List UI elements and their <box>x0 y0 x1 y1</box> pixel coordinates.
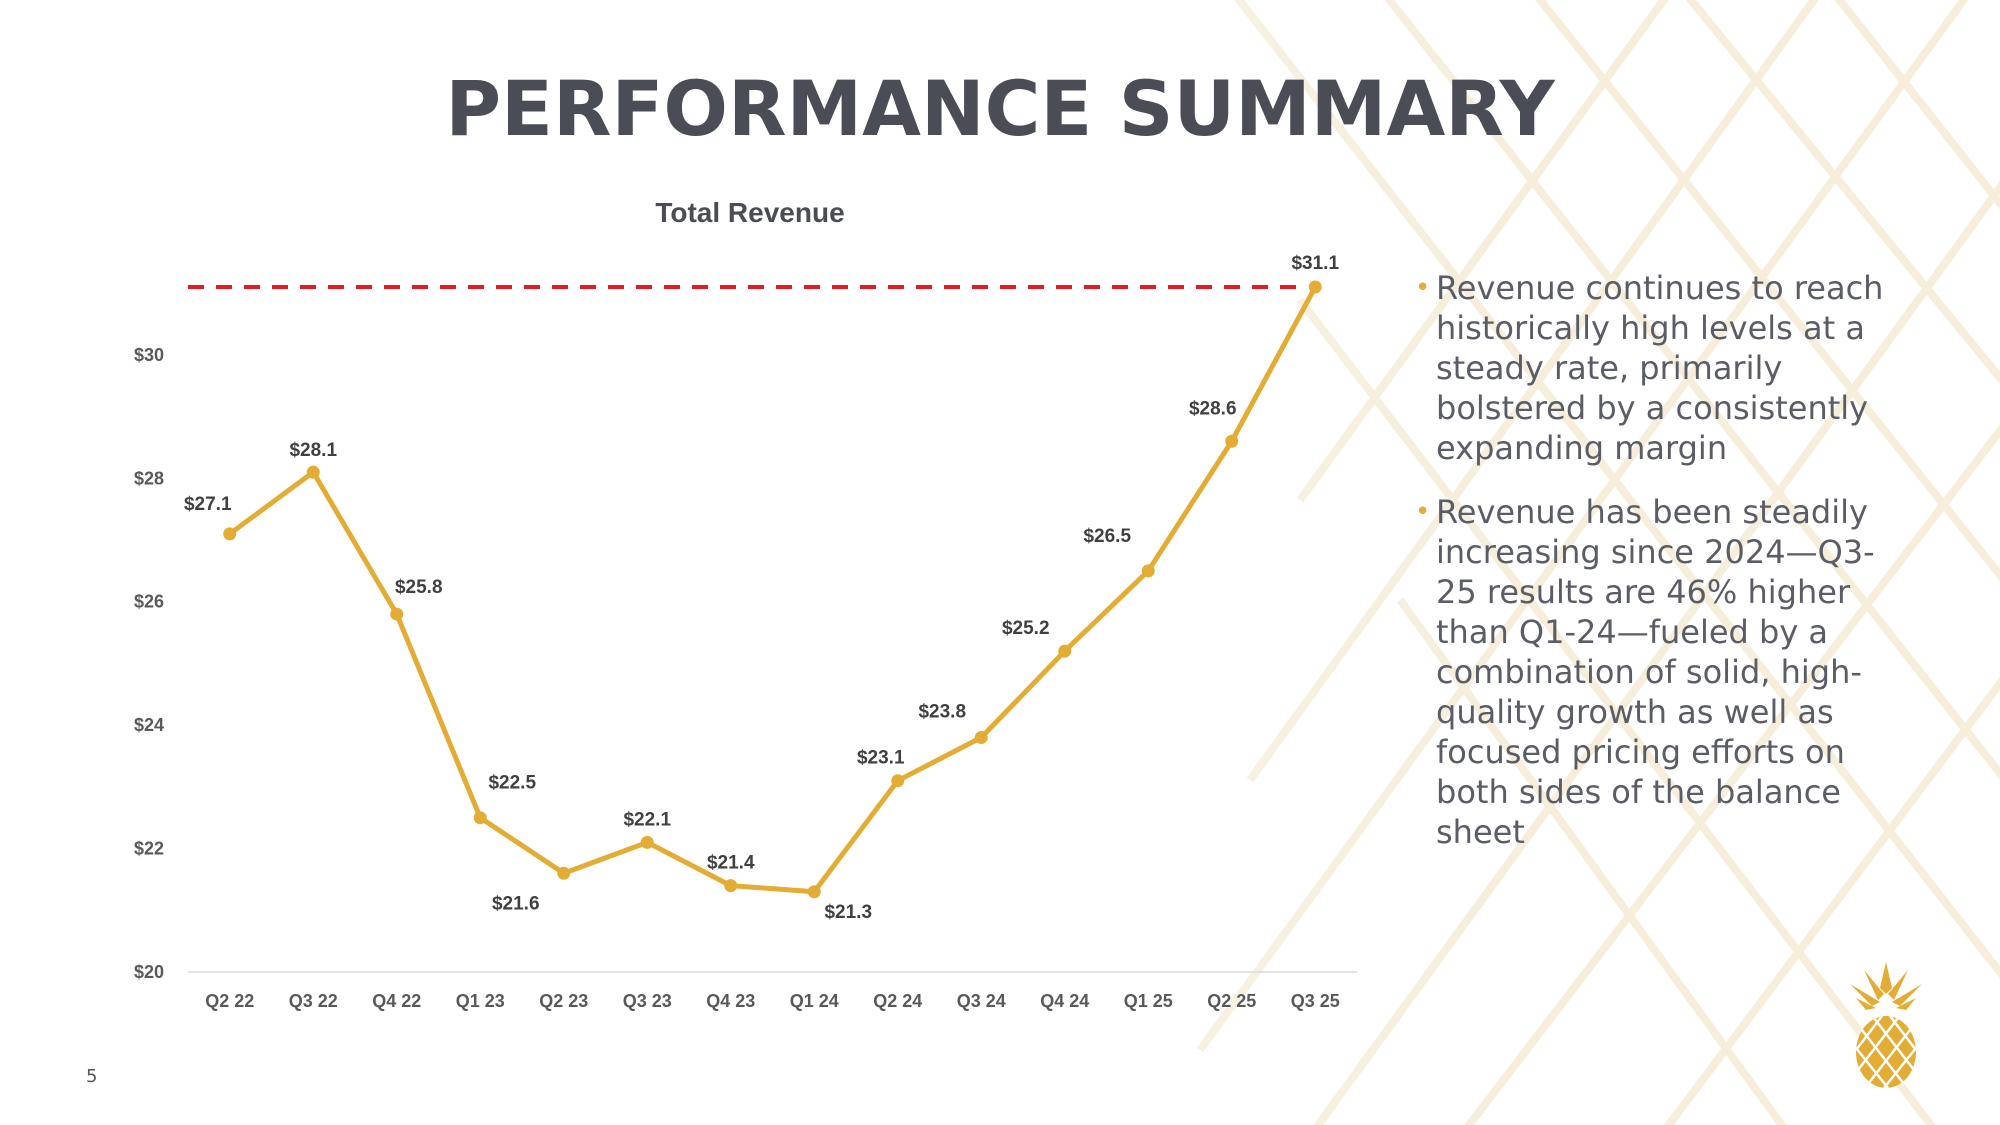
bullet-dot: • <box>1415 497 1431 527</box>
y-tick-label: $30 <box>134 345 164 365</box>
data-label: $25.2 <box>1002 618 1050 639</box>
bullet-text-1: Revenue continues to reach historically … <box>1436 269 1884 467</box>
data-label: $31.1 <box>1291 253 1339 274</box>
revenue-series-line <box>227 284 1318 895</box>
y-tick-label: $28 <box>134 468 164 488</box>
x-tick-label: Q4 22 <box>372 991 421 1011</box>
y-tick-label: $24 <box>134 715 164 735</box>
data-label: $27.1 <box>184 494 232 515</box>
x-tick-label: Q4 24 <box>1040 991 1089 1011</box>
data-point <box>1225 434 1239 448</box>
data-point <box>640 835 654 849</box>
x-tick-label: Q3 25 <box>1291 991 1340 1011</box>
y-tick-label: $22 <box>134 839 164 859</box>
x-tick-label: Q4 23 <box>706 991 755 1011</box>
x-tick-label: Q1 24 <box>790 991 839 1011</box>
data-label: $21.4 <box>707 853 755 874</box>
x-tick-label: Q2 23 <box>539 991 588 1011</box>
x-tick-label: Q3 23 <box>623 991 672 1011</box>
data-label: $28.1 <box>289 440 337 461</box>
data-point <box>974 730 988 744</box>
data-point <box>1058 644 1072 658</box>
x-tick-label: Q3 22 <box>289 991 338 1011</box>
y-tick-label: $20 <box>134 962 164 982</box>
data-label: $21.6 <box>492 893 540 914</box>
data-point <box>306 465 320 479</box>
bullet-text-2: Revenue has been steadily increasing sin… <box>1436 493 1875 851</box>
data-label: $28.6 <box>1189 398 1237 419</box>
bullet-item-2: • Revenue has been steadily increasing s… <box>1415 492 1895 852</box>
data-label: $23.8 <box>918 701 966 722</box>
page-number: 5 <box>86 1066 98 1087</box>
data-point <box>1141 564 1155 578</box>
page-title: PERFORMANCE SUMMARY <box>445 64 1555 153</box>
data-label: $23.1 <box>857 748 905 769</box>
x-tick-label: Q2 24 <box>873 991 922 1011</box>
data-point <box>557 866 571 880</box>
chart-title: Total Revenue <box>655 197 844 228</box>
x-tick-label: Q2 22 <box>205 991 254 1011</box>
bullet-dot: • <box>1415 273 1431 303</box>
x-tick-label: Q2 25 <box>1207 991 1256 1011</box>
data-label: $22.1 <box>623 809 671 830</box>
data-point <box>223 527 237 541</box>
x-tick-label: Q1 25 <box>1124 991 1173 1011</box>
data-label: $26.5 <box>1083 526 1131 547</box>
bullet-item-1: • Revenue continues to reach historicall… <box>1415 268 1895 468</box>
data-point <box>1308 280 1322 294</box>
data-point <box>724 879 738 893</box>
data-label: $22.5 <box>488 773 536 794</box>
y-tick-label: $26 <box>134 592 164 612</box>
x-tick-label: Q1 23 <box>456 991 505 1011</box>
data-label: $25.8 <box>395 577 443 598</box>
summary-bullets: • Revenue continues to reach historicall… <box>1415 268 1895 876</box>
data-point <box>891 774 905 788</box>
data-point <box>473 811 487 825</box>
data-label: $21.3 <box>824 902 872 923</box>
data-point <box>390 607 404 621</box>
x-tick-label: Q3 24 <box>957 991 1006 1011</box>
data-point <box>807 885 821 899</box>
pineapple-icon <box>1850 962 1922 1089</box>
